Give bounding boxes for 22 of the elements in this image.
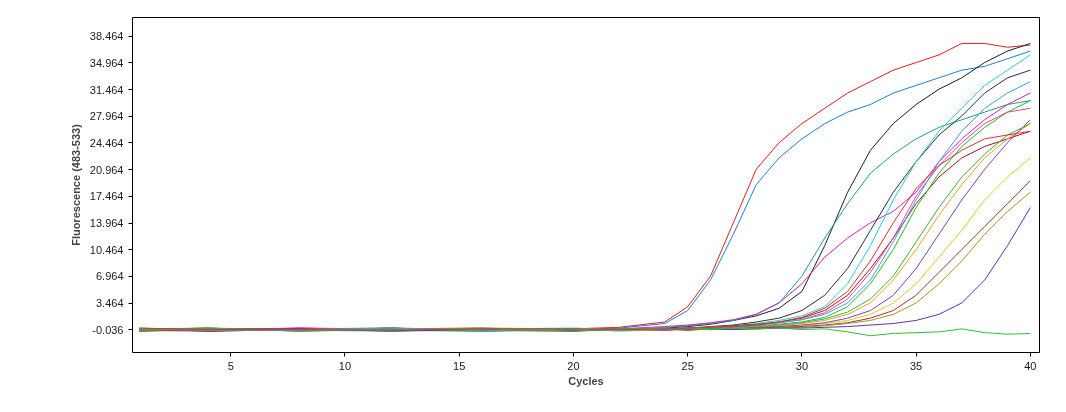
- y-tick-label: 10.464: [89, 243, 124, 256]
- y-tick-label: 6.964: [95, 270, 124, 283]
- x-axis-title: Cycles: [568, 374, 604, 387]
- y-tick-label: 38.464: [89, 30, 124, 43]
- y-tick-label: -0.036: [92, 323, 124, 336]
- y-tick-label: 13.964: [89, 217, 124, 230]
- x-tick-label: 10: [338, 359, 352, 372]
- y-tick-label: 20.964: [89, 163, 124, 176]
- y-tick-label: 3.464: [95, 297, 124, 310]
- y-axis-title: Fluorescence (483-533): [69, 123, 82, 246]
- y-tick-label: 31.464: [89, 83, 124, 96]
- x-tick-label: 15: [453, 359, 466, 372]
- x-tick-label: 25: [681, 359, 694, 372]
- x-tick-label: 30: [795, 359, 809, 372]
- x-tick-label: 35: [910, 359, 923, 372]
- x-tick-label: 5: [227, 359, 234, 372]
- x-tick-label: 40: [1024, 359, 1037, 372]
- y-tick-label: 27.964: [89, 110, 124, 123]
- y-tick-label: 34.964: [89, 56, 124, 69]
- y-tick-label: 17.464: [89, 190, 124, 203]
- y-tick-label: 24.464: [89, 136, 124, 149]
- x-tick-label: 20: [567, 359, 580, 372]
